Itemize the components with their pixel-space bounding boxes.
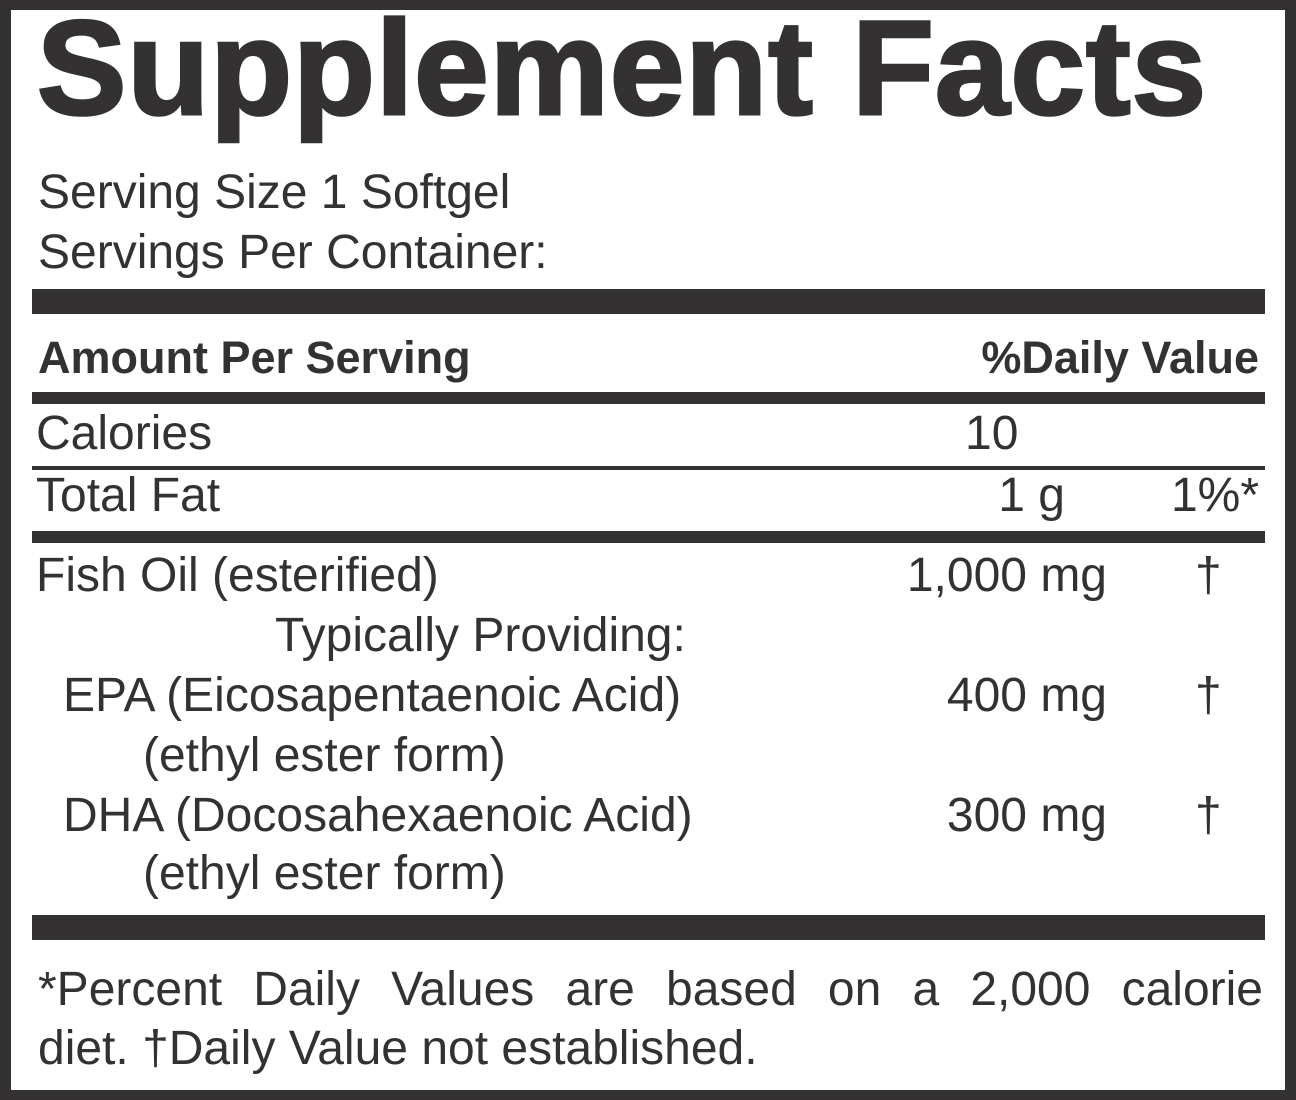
- row-total-fat-dv: 1%*: [1170, 469, 1259, 522]
- row-epa-amount: 400 mg: [946, 669, 1107, 722]
- row-fish-oil-amount: 1,000 mg: [906, 549, 1107, 602]
- row-total-fat-name: Total Fat: [36, 469, 221, 522]
- divider-medium: [32, 531, 1265, 543]
- footnote: *Percent Daily Values are based on a 2,0…: [38, 960, 1263, 1078]
- row-epa-form: (ethyl ester form): [143, 729, 506, 782]
- row-dha-name: DHA (Docosahexaenoic Acid): [63, 789, 693, 842]
- row-epa-dv: †: [1195, 669, 1222, 722]
- footnote-line-1: *Percent Daily Values are based on a 2,0…: [38, 963, 1263, 1016]
- serving-size: Serving Size 1 Softgel: [38, 166, 511, 219]
- footnote-line-2: diet. †Daily Value not established.: [38, 1022, 758, 1075]
- row-epa-name: EPA (Eicosapentaenoic Acid): [63, 669, 682, 722]
- row-total-fat-amount: 1 g: [998, 469, 1065, 522]
- typically-providing: Typically Providing:: [275, 609, 686, 662]
- row-fish-oil-name: Fish Oil (esterified): [36, 549, 439, 602]
- row-calories-amount: 10: [965, 407, 1019, 460]
- row-dha-amount: 300 mg: [946, 789, 1107, 842]
- divider-thin: [32, 466, 1265, 470]
- row-dha-dv: †: [1195, 789, 1222, 842]
- row-calories-name: Calories: [36, 407, 213, 460]
- divider-medium: [32, 392, 1265, 404]
- divider-thick: [32, 915, 1265, 940]
- row-dha-form: (ethyl ester form): [143, 847, 506, 900]
- servings-per-container: Servings Per Container:: [38, 226, 548, 279]
- label-title: Supplement Facts: [35, 0, 1208, 143]
- amount-per-serving-header: Amount Per Serving: [38, 332, 471, 383]
- divider-thick: [32, 289, 1265, 314]
- daily-value-header: %Daily Value: [981, 332, 1259, 383]
- row-fish-oil-dv: †: [1195, 549, 1222, 602]
